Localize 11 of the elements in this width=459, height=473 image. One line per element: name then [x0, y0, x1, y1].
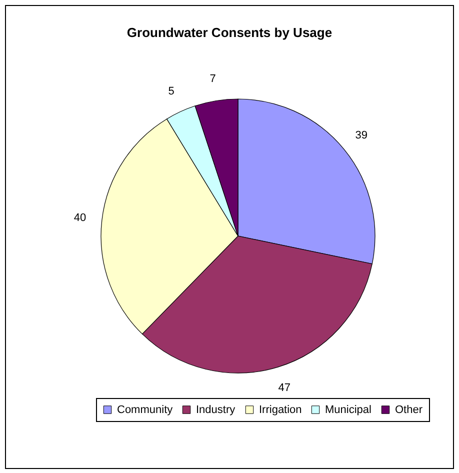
legend-label: Community [117, 404, 174, 416]
data-label: 5 [168, 86, 174, 98]
legend-label: Municipal [325, 404, 372, 416]
data-label: 40 [74, 212, 86, 224]
data-label: 7 [210, 73, 216, 86]
data-label: 39 [355, 130, 368, 142]
legend-label: Irrigation [259, 404, 302, 416]
legend-label: Industry [196, 404, 236, 416]
chart-title: Groundwater Consents by Usage [126, 25, 332, 40]
legend-label: Other [395, 404, 423, 416]
data-label: 47 [278, 382, 290, 394]
